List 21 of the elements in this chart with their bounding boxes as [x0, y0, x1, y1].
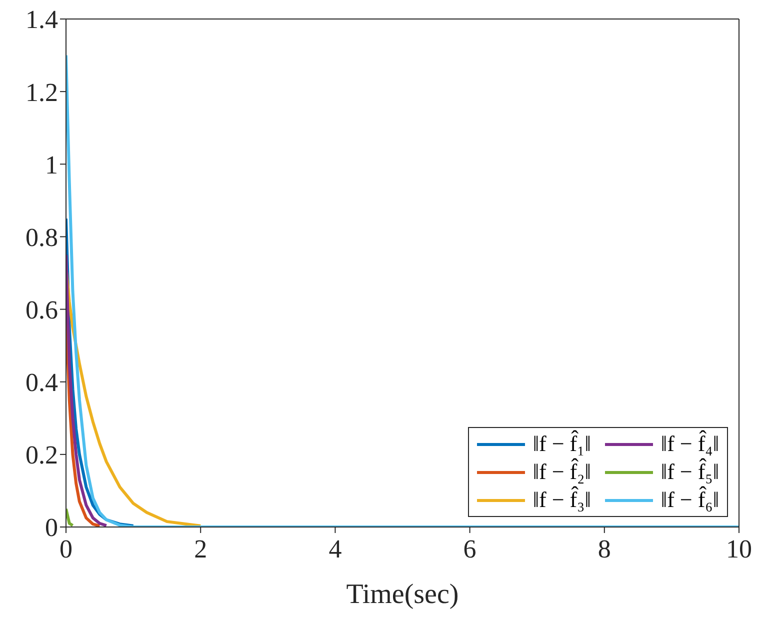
legend-label: ‖f − f̂₃‖: [532, 486, 591, 514]
legend-label: ‖f − f̂₅‖: [660, 458, 719, 486]
legend-label: ‖f − f̂₁‖: [532, 430, 591, 458]
y-tick-label: 1.2: [26, 78, 58, 107]
x-tick-label: 10: [726, 534, 752, 564]
y-tick-label: 0: [45, 513, 58, 542]
y-tick-label: 0.2: [26, 440, 58, 470]
x-axis-title: Time(sec): [346, 579, 459, 610]
line-series: [66, 253, 108, 527]
y-tick-label: 1.4: [26, 5, 58, 34]
legend-label: ‖f − f̂₄‖: [660, 430, 719, 458]
legend-label: ‖f − f̂₂‖: [532, 458, 591, 486]
y-tick-label: 0.8: [26, 222, 58, 252]
x-tick-label: 8: [598, 534, 611, 564]
y-tick-label: 1: [45, 150, 58, 180]
x-tick-label: 4: [328, 534, 342, 564]
legend-label: ‖f − f̂₆‖: [660, 486, 719, 514]
y-tick-label: 0.6: [26, 296, 58, 325]
x-tick-label: 2: [194, 534, 208, 564]
y-tick-label: 0.4: [26, 368, 58, 398]
x-tick-label: 6: [463, 534, 476, 564]
